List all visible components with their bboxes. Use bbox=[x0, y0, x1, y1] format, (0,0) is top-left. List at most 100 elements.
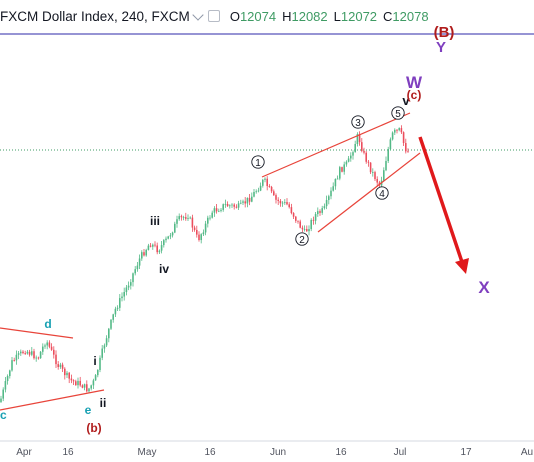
candle-body bbox=[365, 152, 367, 162]
candle-body bbox=[53, 349, 55, 355]
candle-body bbox=[193, 227, 196, 230]
candle-body bbox=[218, 210, 220, 212]
candle-body bbox=[273, 191, 275, 196]
candle-body bbox=[323, 206, 326, 209]
candle-body bbox=[376, 179, 378, 183]
trend-line-wedge-lower[interactable] bbox=[317, 152, 421, 233]
x-tick-label: Apr bbox=[16, 447, 32, 458]
candle-body bbox=[369, 162, 372, 173]
candle-body bbox=[145, 249, 147, 256]
candle-body bbox=[352, 152, 354, 156]
candle-body bbox=[405, 143, 407, 152]
candle-body bbox=[394, 129, 396, 133]
candle-body bbox=[119, 298, 121, 308]
candle-body bbox=[350, 155, 352, 159]
candle-body bbox=[88, 388, 90, 392]
candle-body bbox=[64, 368, 66, 376]
checkbox-icon[interactable] bbox=[207, 10, 220, 22]
candle-body bbox=[209, 217, 211, 219]
wave-circle bbox=[251, 155, 265, 169]
candle-body bbox=[312, 219, 315, 221]
candle-body bbox=[257, 190, 260, 192]
candle-body bbox=[28, 351, 31, 355]
candle-body bbox=[354, 144, 356, 153]
candle-body bbox=[279, 200, 282, 204]
candle-body bbox=[202, 232, 205, 235]
candle-body bbox=[301, 227, 304, 230]
candle-body bbox=[246, 197, 249, 204]
candle-body bbox=[4, 381, 7, 390]
candle-body bbox=[248, 197, 251, 202]
trend-line-triangle-lower[interactable] bbox=[0, 389, 105, 411]
candle-body bbox=[345, 161, 348, 165]
candle-body bbox=[332, 186, 334, 191]
candle-body bbox=[86, 384, 88, 392]
candle-body bbox=[125, 287, 128, 293]
drawing-layer bbox=[0, 33, 534, 151]
candle-body bbox=[286, 202, 288, 205]
candle-body bbox=[297, 220, 299, 222]
candle-body bbox=[317, 211, 319, 215]
candle-body bbox=[187, 218, 189, 219]
candle-body bbox=[35, 357, 37, 359]
candle-body bbox=[134, 269, 136, 274]
candle-body bbox=[127, 285, 130, 288]
candle-body bbox=[176, 219, 178, 224]
candle-body bbox=[220, 209, 222, 211]
x-tick-label: Au bbox=[521, 447, 533, 458]
candle-body bbox=[121, 296, 123, 299]
candle-body bbox=[244, 201, 246, 204]
candle-body bbox=[70, 378, 73, 381]
candle-body bbox=[112, 314, 114, 320]
candle-body bbox=[200, 234, 202, 241]
candle-body bbox=[292, 213, 295, 217]
candle-body bbox=[123, 292, 125, 297]
candle-body bbox=[191, 217, 194, 228]
candle-body bbox=[374, 172, 376, 180]
candle-body bbox=[22, 351, 24, 354]
wave-label: Y bbox=[436, 39, 446, 56]
wave-circle bbox=[351, 115, 365, 129]
candle-body bbox=[72, 380, 75, 382]
wave-label: (c) bbox=[407, 88, 422, 102]
candle-body bbox=[44, 345, 46, 347]
candle-body bbox=[24, 353, 26, 354]
candles bbox=[0, 125, 409, 403]
candle-body bbox=[391, 132, 394, 140]
candle-body bbox=[108, 328, 110, 339]
candle-body bbox=[299, 221, 301, 228]
candle-body bbox=[387, 149, 389, 162]
forecast-arrow[interactable] bbox=[418, 136, 464, 263]
candle-body bbox=[213, 208, 216, 213]
candle-body bbox=[116, 307, 119, 309]
candle-body bbox=[211, 212, 213, 218]
candle-body bbox=[361, 142, 363, 151]
forecast-arrow-head bbox=[455, 258, 469, 274]
candle-body bbox=[215, 208, 218, 212]
candle-body bbox=[132, 273, 134, 283]
wave-circle bbox=[391, 106, 405, 120]
candle-body bbox=[229, 205, 231, 207]
candle-body bbox=[259, 185, 262, 191]
trend-line-wedge-upper[interactable] bbox=[261, 112, 411, 178]
candle-body bbox=[396, 129, 398, 131]
x-axis: Apr 16 May 16 Jun 16 Jul 17 Au bbox=[0, 440, 534, 458]
candle-body bbox=[13, 360, 15, 361]
wave-label: c bbox=[0, 408, 7, 422]
trend-line-triangle-upper[interactable] bbox=[0, 327, 74, 339]
candle-body bbox=[178, 216, 180, 220]
candle-body bbox=[281, 202, 284, 204]
candle-body bbox=[303, 229, 306, 230]
wave-label: (B) bbox=[434, 24, 455, 41]
chart-header: FXCM Dollar Index, 240, FXCM O12074 H120… bbox=[0, 0, 534, 32]
candle-body bbox=[90, 385, 92, 389]
candle-body bbox=[160, 245, 163, 251]
candle-body bbox=[242, 201, 244, 203]
candle-body bbox=[66, 372, 68, 376]
candle-body bbox=[336, 178, 339, 180]
wave-label: ii bbox=[100, 396, 107, 410]
candle-body bbox=[103, 345, 106, 349]
candle-body bbox=[189, 217, 191, 219]
candle-body bbox=[347, 158, 350, 162]
